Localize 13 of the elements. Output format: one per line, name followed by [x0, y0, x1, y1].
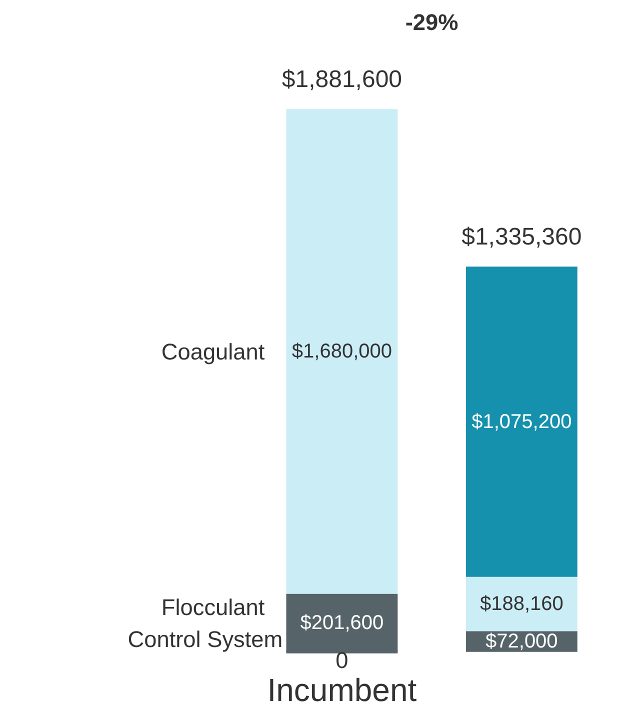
series-label: Control System [128, 626, 283, 652]
total-label: $1,335,360 [462, 223, 582, 250]
text: -29% [405, 9, 458, 36]
x-tick-label: Incumbent [267, 672, 417, 708]
data-label: $201,600 [300, 612, 384, 634]
series-label: Coagulant [161, 338, 266, 364]
data-label: $188,160 [480, 593, 564, 616]
data-label: $1,680,000 [292, 340, 392, 362]
data-label: $1,075,200 [472, 410, 572, 433]
data-label: 0 [336, 646, 348, 673]
data-label: $72,000 [486, 630, 558, 653]
total-label: $1,881,600 [282, 66, 402, 93]
series-label: Flocculant [161, 594, 266, 620]
